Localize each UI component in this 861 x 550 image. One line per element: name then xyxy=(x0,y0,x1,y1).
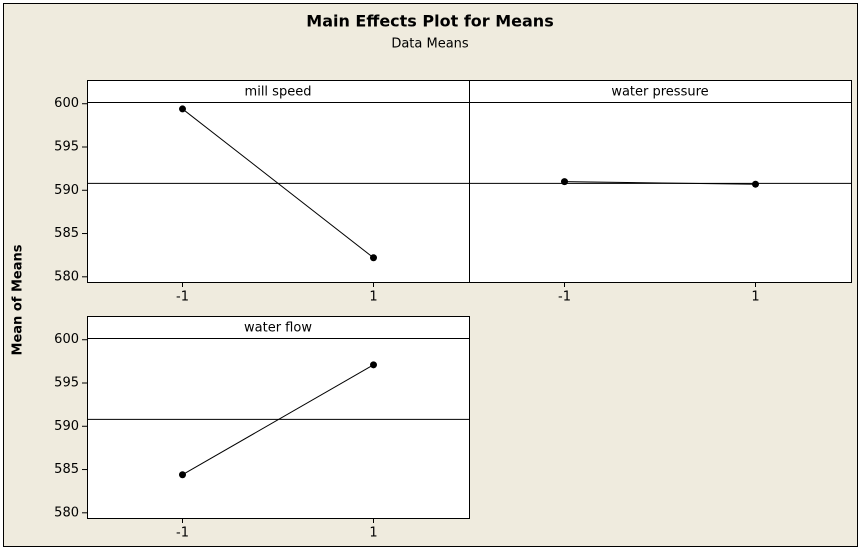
y-tick-label: 585 xyxy=(54,462,79,477)
y-tick-label: 590 xyxy=(54,419,79,434)
y-tick-label: 595 xyxy=(54,140,79,155)
point xyxy=(179,105,186,113)
effect-line xyxy=(182,108,374,259)
panel-title: mill speed xyxy=(245,85,312,100)
x-tick-label: 1 xyxy=(369,290,377,305)
y-tick-label: 580 xyxy=(54,505,79,520)
x-tick-label: -1 xyxy=(176,526,189,541)
y-tick-label: 600 xyxy=(54,332,79,347)
point xyxy=(752,180,759,188)
panel-title: water flow xyxy=(244,321,312,336)
point xyxy=(370,254,377,262)
y-tick-label: 600 xyxy=(54,96,79,111)
panel xyxy=(87,316,470,519)
effect-line xyxy=(182,364,374,476)
point xyxy=(179,471,186,479)
chart-subtitle: Data Means xyxy=(391,37,469,52)
y-tick-label: 595 xyxy=(54,376,79,391)
point xyxy=(370,361,377,369)
x-tick-label: 1 xyxy=(369,526,377,541)
y-axis-label: Mean of Means xyxy=(11,244,26,355)
x-tick-label: 1 xyxy=(751,290,759,305)
y-tick-label: 590 xyxy=(54,183,79,198)
chart-title: Main Effects Plot for Means xyxy=(306,12,553,31)
x-tick-label: -1 xyxy=(558,290,571,305)
panel xyxy=(469,80,852,283)
y-tick-label: 585 xyxy=(54,226,79,241)
panel xyxy=(87,80,470,283)
x-tick-label: -1 xyxy=(176,290,189,305)
panel-title: water pressure xyxy=(611,85,708,100)
effect-line xyxy=(564,181,756,185)
y-tick-label: 580 xyxy=(54,269,79,284)
point xyxy=(561,178,568,186)
